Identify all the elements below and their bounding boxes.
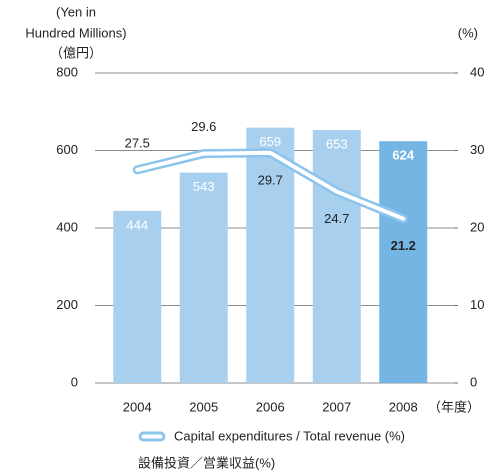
x-tick-label: 2004 <box>123 399 152 414</box>
bar <box>312 129 361 383</box>
legend-label-jp: 設備投資／営業収益(%) <box>138 455 275 470</box>
y-tick-label: 200 <box>56 297 78 312</box>
y2-axis-label: (%) <box>458 25 478 40</box>
bar <box>246 127 295 383</box>
x-unit: （年度） <box>428 399 480 414</box>
y-tick-label: 400 <box>56 219 78 234</box>
line <box>135 150 406 221</box>
x-tick-label: 2006 <box>256 399 285 414</box>
y2-tick-label: 0 <box>470 374 477 389</box>
x-tick-label: 2008 <box>389 399 418 414</box>
bar <box>379 141 428 383</box>
y2-tick-label: 20 <box>470 219 484 234</box>
y-axis-label-jp: （億円） <box>50 45 102 60</box>
x-tick-label: 2007 <box>322 399 351 414</box>
y-tick-label: 800 <box>56 64 78 79</box>
line-value-label: 29.6 <box>191 119 216 134</box>
x-tick-label: 2005 <box>189 399 218 414</box>
bar-value-label: 543 <box>193 179 215 194</box>
legend-label: Capital expenditures / Total revenue (%) <box>174 428 405 443</box>
y2-tick-label: 10 <box>470 297 484 312</box>
line-value-label: 21.2 <box>391 238 416 253</box>
y-axis-label: (Yen in <box>56 4 96 19</box>
y2-tick-label: 30 <box>470 142 484 157</box>
y-axis-label: Hundred Millions) <box>25 25 126 40</box>
bar-value-label: 653 <box>326 136 348 151</box>
line-value-label: 24.7 <box>324 211 349 226</box>
line-value-label: 27.5 <box>125 135 150 150</box>
y-tick-label: 600 <box>56 142 78 157</box>
line-value-label: 29.7 <box>258 172 283 187</box>
bar-value-label: 659 <box>259 134 281 149</box>
y-tick-label: 0 <box>71 374 78 389</box>
legend-swatch <box>138 431 166 442</box>
bar <box>113 210 162 383</box>
bar-value-label: 624 <box>392 148 414 163</box>
bar <box>179 172 228 383</box>
bar-value-label: 444 <box>126 217 148 232</box>
y2-tick-label: 40 <box>470 64 484 79</box>
